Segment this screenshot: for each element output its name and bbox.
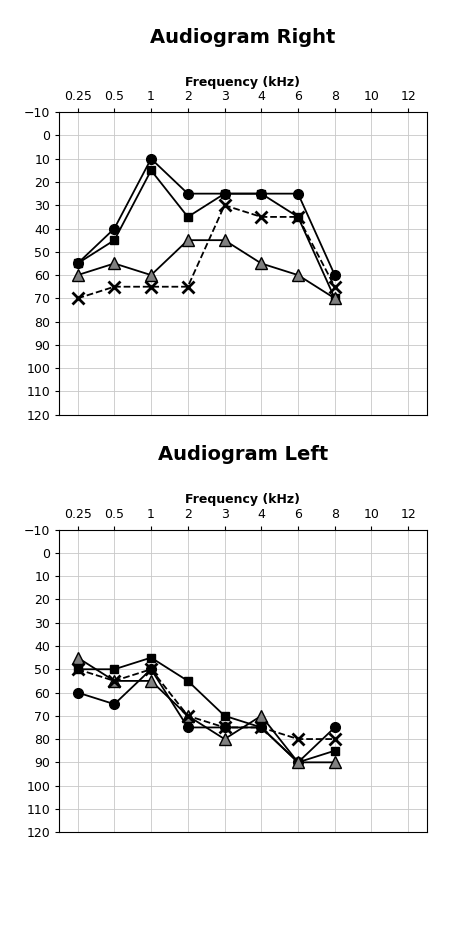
X-axis label: Frequency (kHz): Frequency (kHz) — [185, 76, 301, 89]
Title: Audiogram Right: Audiogram Right — [150, 28, 336, 47]
Title: Audiogram Left: Audiogram Left — [158, 445, 328, 464]
X-axis label: Frequency (kHz): Frequency (kHz) — [185, 494, 301, 507]
